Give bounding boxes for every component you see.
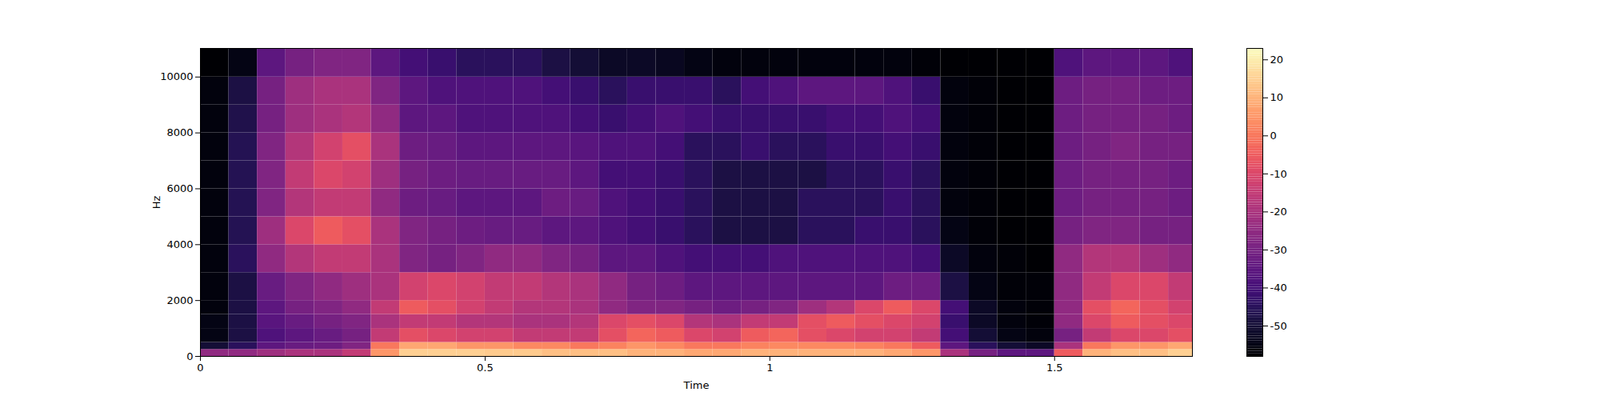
svg-text:1: 1 [766, 361, 773, 374]
svg-text:8000: 8000 [166, 126, 193, 139]
svg-text:-10: -10 [1270, 168, 1288, 180]
svg-text:10000: 10000 [160, 70, 193, 83]
svg-text:20: 20 [1270, 53, 1284, 66]
svg-text:0: 0 [196, 361, 204, 374]
svg-text:2000: 2000 [166, 294, 193, 307]
svg-text:0: 0 [186, 350, 193, 363]
svg-text:-20: -20 [1270, 205, 1288, 218]
svg-text:1.5: 1.5 [1046, 361, 1064, 374]
svg-text:Hz: Hz [150, 196, 163, 210]
svg-text:-50: -50 [1270, 320, 1288, 332]
svg-text:4000: 4000 [166, 238, 193, 251]
svg-text:Time: Time [683, 379, 710, 392]
svg-text:10: 10 [1270, 91, 1284, 104]
svg-text:-30: -30 [1270, 244, 1288, 256]
svg-text:0.5: 0.5 [476, 361, 494, 374]
svg-text:-40: -40 [1270, 281, 1288, 294]
svg-text:6000: 6000 [166, 182, 193, 195]
svg-text:0: 0 [1270, 129, 1277, 142]
